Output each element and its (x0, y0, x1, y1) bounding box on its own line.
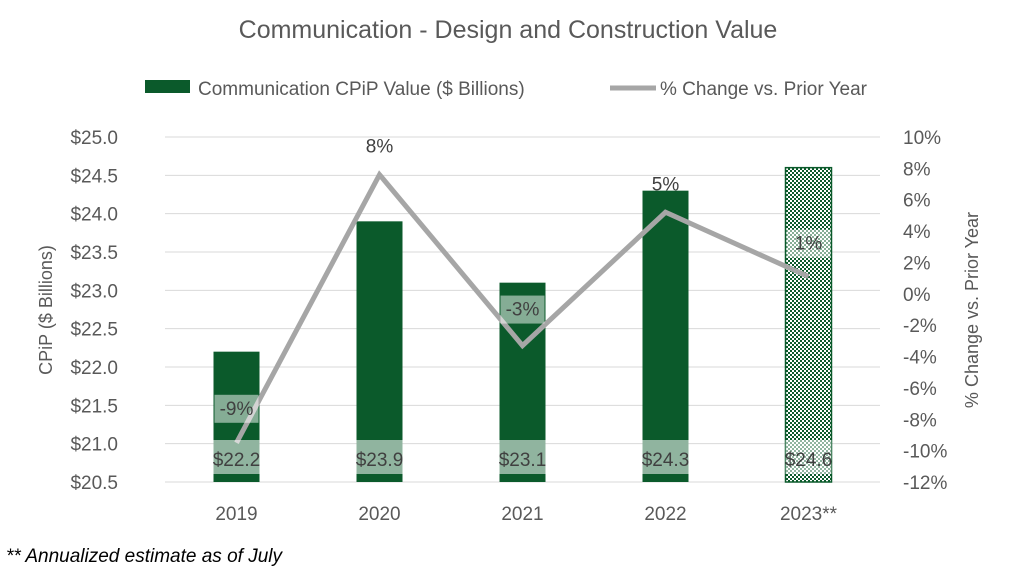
right-axis-tick-label: -6% (903, 379, 937, 400)
left-axis-title: CPiP ($ Billions) (36, 245, 56, 375)
right-axis-tick-label: 6% (903, 191, 931, 212)
left-axis-tick-label: $20.5 (70, 473, 118, 494)
bar-value-label: $22.2 (213, 450, 261, 471)
left-axis-tick-label: $21.0 (70, 435, 118, 456)
line-value-label-box (214, 394, 259, 423)
left-axis-tick-label: $22.0 (70, 358, 118, 379)
left-axis-tick-label: $21.5 (70, 396, 118, 417)
left-axis-tick-labels: $20.5 $21.0 $21.5 $22.0 $22.5 $23.0 $23.5 $24.0… (70, 128, 118, 494)
line-value-label-box (500, 295, 545, 324)
legend: Communication CPiP Value ($ Billions) % … (145, 79, 868, 100)
bar-value-label: $24.6 (785, 450, 833, 471)
bar-value-label: $24.3 (642, 450, 690, 471)
left-axis-tick-label: $22.5 (70, 320, 118, 341)
bar (784, 166, 833, 483)
x-axis-tick-label: 2020 (358, 504, 400, 525)
bar-value-label: $23.9 (356, 450, 404, 471)
data-labels: $22.2 $23.9 $23.1 $24.3 $24.6 -9% 8% -3% 5% 1% (213, 137, 833, 474)
line-value-label: -9% (220, 399, 254, 420)
x-axis-tick-labels: 2019 2020 2021 2022 2023** (215, 504, 837, 525)
right-axis-tick-labels: -12% -10% -8% -6% -4% -2% 0% 2% 4% 6% 8% 10% (903, 128, 947, 494)
left-axis-tick-label: $23.5 (70, 243, 118, 264)
x-axis-tick-label: 2019 (215, 504, 257, 525)
line-value-label-box (786, 229, 831, 258)
right-axis-tick-label: -10% (903, 442, 947, 463)
right-axis-tick-label: -12% (903, 473, 947, 494)
bar (642, 190, 689, 482)
x-axis-tick-label: 2022 (644, 504, 686, 525)
left-axis-tick-label: $24.5 (70, 166, 118, 187)
legend-label-bars: Communication CPiP Value ($ Billions) (198, 79, 525, 100)
chart-title: Communication - Design and Construction … (239, 16, 778, 44)
line-value-label: 8% (366, 137, 394, 158)
bar-series (213, 166, 833, 483)
right-axis-tick-label: -8% (903, 410, 937, 431)
line-value-label: 1% (795, 234, 823, 255)
right-axis-tick-label: -2% (903, 316, 937, 337)
right-axis-tick-label: 2% (903, 253, 931, 274)
line-value-label: 5% (652, 174, 680, 195)
x-axis-tick-label: 2023** (780, 504, 838, 525)
right-axis-tick-label: 10% (903, 128, 941, 149)
legend-swatch-bars (145, 80, 190, 93)
left-axis-tick-label: $24.0 (70, 205, 118, 226)
left-axis-tick-label: $23.0 (70, 281, 118, 302)
bar (356, 221, 403, 483)
legend-label-line: % Change vs. Prior Year (660, 79, 868, 100)
bar-value-label-box (642, 440, 689, 474)
right-axis-tick-label: 0% (903, 285, 931, 306)
bar-value-label: $23.1 (499, 450, 547, 471)
footnote: ** Annualized estimate as of July (6, 546, 283, 567)
line-value-label: -3% (506, 300, 540, 321)
left-axis-tick-label: $25.0 (70, 128, 118, 149)
right-axis-tick-label: -4% (903, 348, 937, 369)
bar-value-label-box (499, 440, 546, 474)
bar-value-label-box (213, 440, 260, 474)
right-axis-title: % Change vs. Prior Year (962, 212, 982, 408)
x-axis-tick-label: 2021 (501, 504, 543, 525)
bar-value-label-box (356, 440, 403, 474)
right-axis-tick-label: 8% (903, 159, 931, 180)
right-axis-tick-label: 4% (903, 222, 931, 243)
bar-value-label-box (785, 440, 832, 474)
